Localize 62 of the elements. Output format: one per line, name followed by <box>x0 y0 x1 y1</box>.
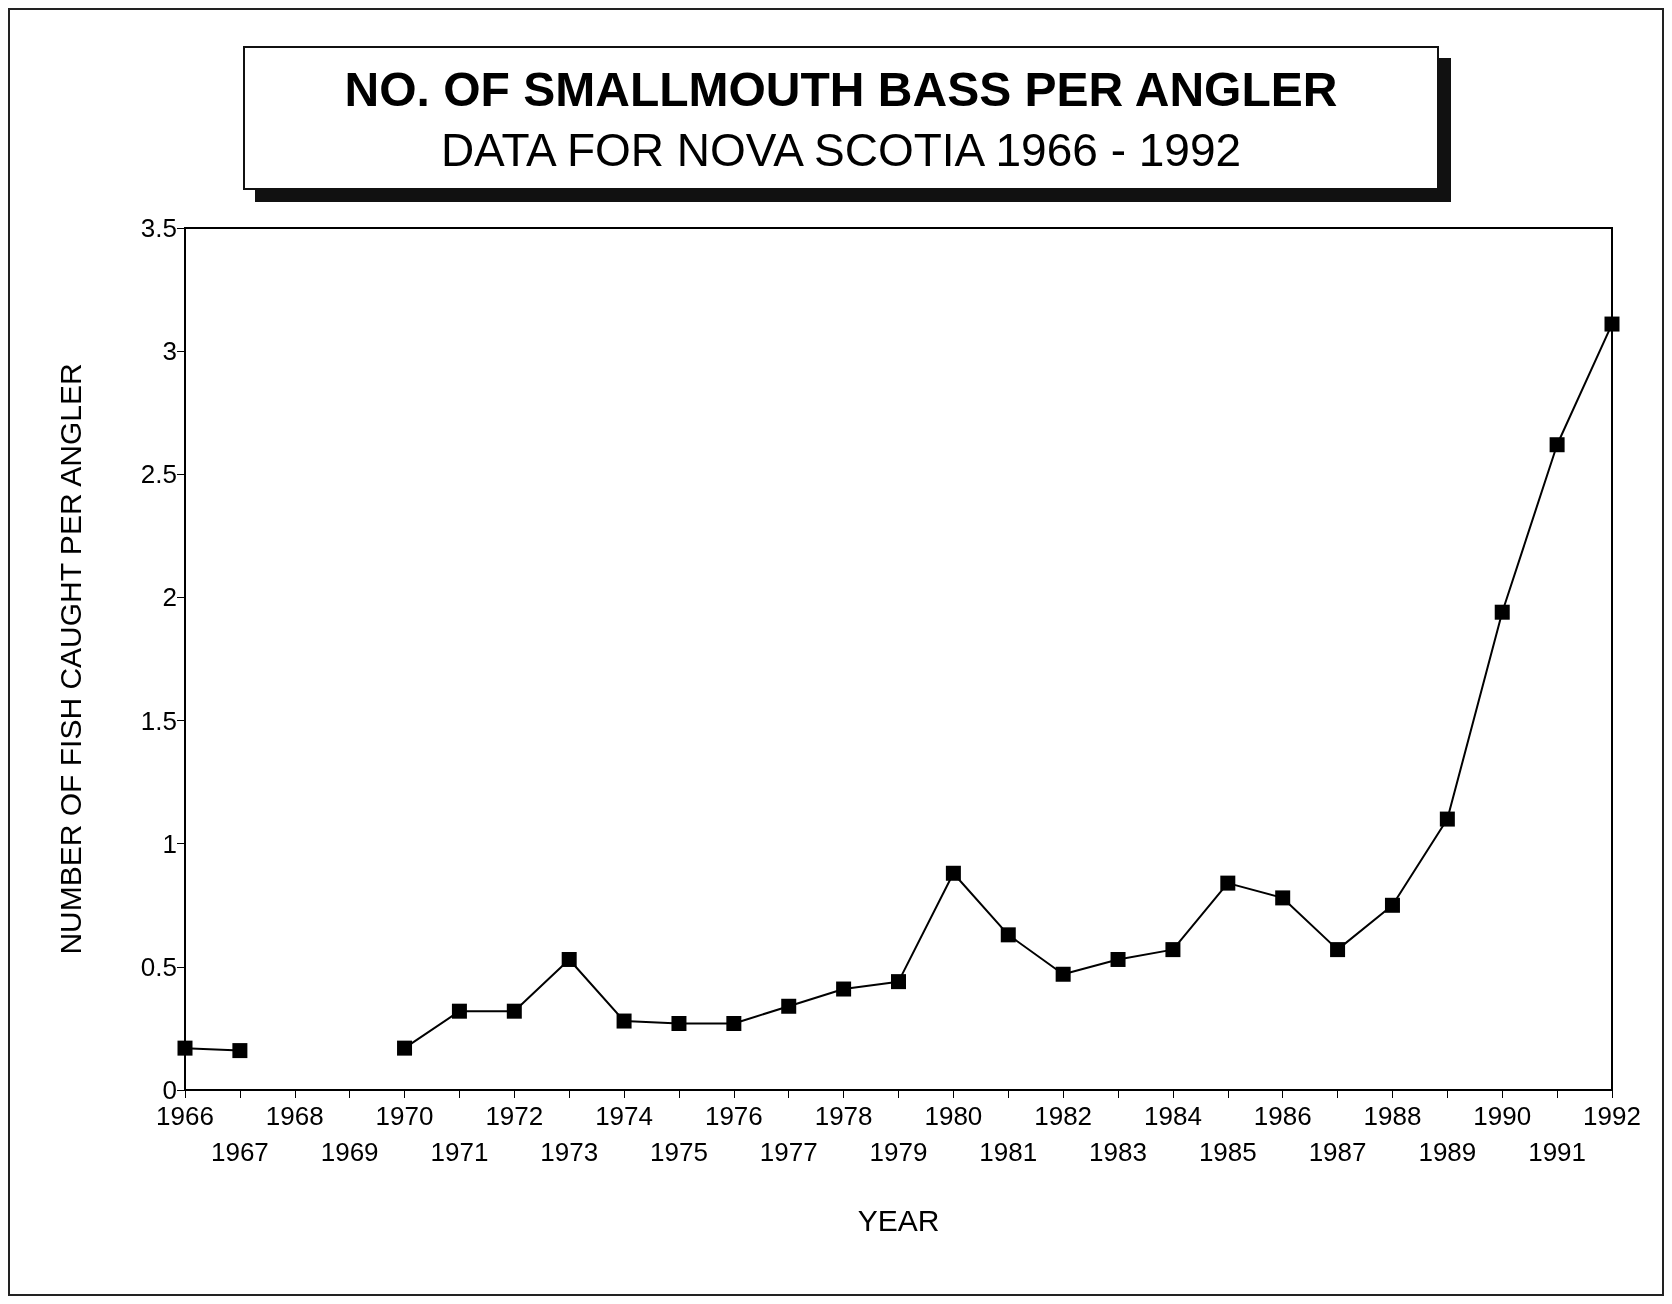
point <box>891 974 906 990</box>
x-tick-label: 1987 <box>1308 1137 1367 1167</box>
point <box>1549 437 1565 453</box>
point <box>177 1040 193 1056</box>
x-axis-title: YEAR <box>857 1203 940 1237</box>
point <box>781 998 797 1014</box>
y-tick-label: 3 <box>162 336 177 367</box>
point <box>1275 890 1291 906</box>
x-tick-label: 1978 <box>814 1101 873 1131</box>
point <box>451 1003 467 1019</box>
point <box>506 1003 522 1019</box>
y-tick-label: 3.5 <box>140 213 177 243</box>
chart-subtitle: DATA FOR NOVA SCOTIA 1966 - 1992 <box>439 123 1243 177</box>
point <box>836 981 852 997</box>
x-tick-label: 1975 <box>650 1137 708 1167</box>
x-tick-label: 1981 <box>979 1137 1038 1167</box>
x-tick-label: 1982 <box>1034 1101 1093 1131</box>
y-tick-label: 2 <box>162 582 177 613</box>
x-tick-label: 1974 <box>595 1101 653 1131</box>
y-axis-title: NUMBER OF FISH CAUGHT PER ANGLER <box>53 363 87 955</box>
point <box>671 1016 687 1031</box>
point <box>726 1016 742 1031</box>
y-tick-label: 1.5 <box>140 705 177 736</box>
x-tick-label: 1990 <box>1473 1101 1532 1131</box>
point <box>1384 897 1400 913</box>
point <box>1494 604 1510 620</box>
point <box>232 1043 248 1059</box>
point <box>561 951 577 967</box>
point <box>1220 875 1236 891</box>
point <box>1439 811 1455 827</box>
x-tick-label: 1983 <box>1089 1137 1147 1167</box>
point <box>1330 942 1346 958</box>
x-tick-label: 1968 <box>265 1101 324 1131</box>
point <box>1165 942 1181 958</box>
x-tick-label: 1976 <box>704 1101 763 1131</box>
x-tick-label: 1967 <box>210 1137 269 1167</box>
point <box>1110 951 1126 967</box>
x-tick-label: 1989 <box>1418 1137 1477 1167</box>
x-tick-label: 1972 <box>485 1101 544 1131</box>
x-tick-label: 1980 <box>924 1101 983 1131</box>
x-tick-label: 1971 <box>430 1137 489 1167</box>
x-tick-label: 1970 <box>375 1101 434 1131</box>
y-tick-label: 1 <box>162 828 177 859</box>
x-tick-label: 1988 <box>1363 1101 1422 1131</box>
x-tick-label: 1973 <box>540 1137 599 1167</box>
x-tick-label: 1969 <box>320 1137 379 1167</box>
x-tick-label: 1984 <box>1144 1101 1202 1131</box>
point <box>397 1040 413 1056</box>
point <box>616 1013 632 1029</box>
point <box>1000 927 1016 943</box>
point <box>1055 966 1071 982</box>
x-tick-label: 1992 <box>1583 1101 1641 1131</box>
point <box>945 865 961 881</box>
x-tick-label: 1991 <box>1528 1137 1587 1167</box>
x-tick-label: 1985 <box>1198 1137 1257 1167</box>
x-tick-label: 1977 <box>759 1137 818 1167</box>
y-tick-label: 0.5 <box>140 951 177 982</box>
chart-title: NO. OF SMALLMOUTH BASS PER ANGLER <box>343 62 1339 117</box>
point <box>1604 316 1620 332</box>
y-tick-label: 2.5 <box>140 459 177 490</box>
x-tick-label: 1986 <box>1253 1101 1312 1131</box>
x-tick-label: 1979 <box>869 1137 928 1167</box>
